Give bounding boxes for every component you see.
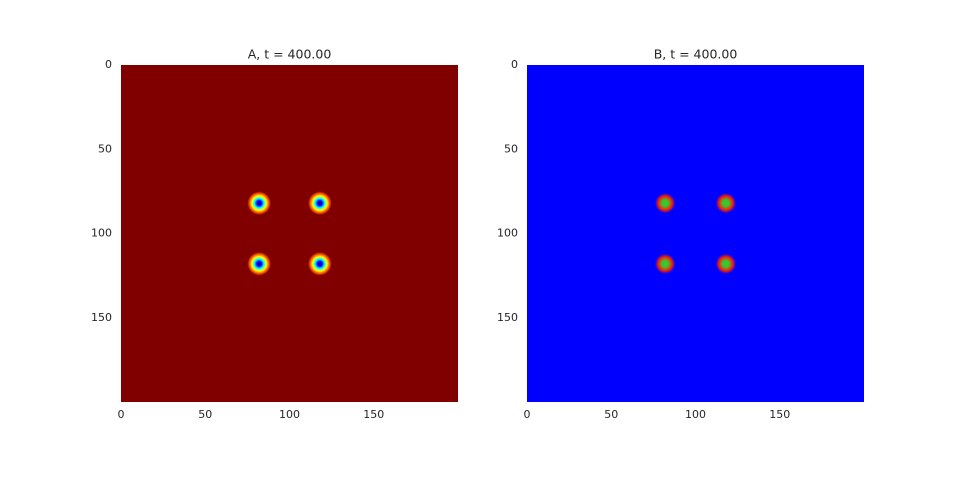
y-tick-label: 50 — [504, 142, 518, 155]
x-tick-label: 0 — [524, 408, 531, 421]
spot — [247, 252, 271, 276]
chart-title: B, t = 400.00 — [654, 47, 738, 62]
spot — [247, 191, 271, 215]
spot — [655, 253, 676, 274]
spot — [308, 191, 332, 215]
x-tick-label: 50 — [604, 408, 618, 421]
spot — [308, 252, 332, 276]
x-tick-label: 150 — [363, 408, 384, 421]
x-tick-label: 50 — [198, 408, 212, 421]
x-tick-label: 100 — [279, 408, 300, 421]
y-tick-label: 150 — [91, 311, 112, 324]
x-tick-label: 150 — [769, 408, 790, 421]
y-tick-label: 50 — [98, 142, 112, 155]
y-tick-label: 0 — [105, 58, 112, 71]
heatmap-background — [121, 65, 458, 402]
spot — [715, 193, 736, 214]
x-tick-label: 100 — [685, 408, 706, 421]
y-tick-label: 0 — [511, 58, 518, 71]
y-tick-label: 150 — [497, 311, 518, 324]
x-tick-label: 0 — [118, 408, 125, 421]
chart-title: A, t = 400.00 — [248, 47, 332, 62]
heatmap-background — [527, 65, 864, 402]
y-tick-label: 100 — [497, 227, 518, 240]
spot — [655, 193, 676, 214]
y-tick-label: 100 — [91, 227, 112, 240]
spot — [715, 253, 736, 274]
